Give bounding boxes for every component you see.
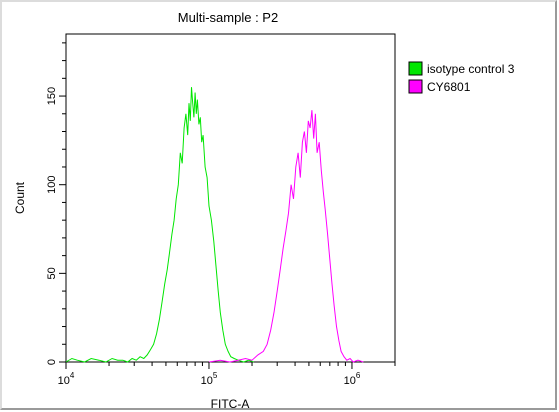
plot-frame <box>65 33 396 363</box>
chart-title: Multi-sample : P2 <box>178 10 278 25</box>
y-axis-ticks: 0 50 100 150 <box>46 42 66 365</box>
legend-label-2: CY6801 <box>427 80 471 94</box>
y-tick-label-2: 50 <box>46 267 58 279</box>
x-axis-ticks: 104 105 106 <box>58 362 396 387</box>
x-axis-label: FITC-A <box>211 397 250 411</box>
series-line-1 <box>65 87 254 363</box>
legend-swatch-2 <box>408 79 423 94</box>
series-layer <box>65 87 364 363</box>
series-line-2 <box>208 110 364 363</box>
y-tick-label-3: 100 <box>46 176 58 194</box>
y-tick-label-4: 150 <box>46 87 58 105</box>
y-axis-label: Count <box>13 181 27 214</box>
x-tick-label-2: 105 <box>201 371 218 387</box>
legend: isotype control 3 CY6801 <box>408 61 515 94</box>
plot-area: 104 105 106 0 50 100 150 <box>46 33 396 387</box>
x-tick-label-3: 106 <box>344 371 361 387</box>
y-tick-label-1: 0 <box>46 359 58 365</box>
x-tick-label-1: 104 <box>58 371 75 387</box>
legend-swatch-1 <box>408 61 423 76</box>
legend-label-1: isotype control 3 <box>427 62 515 76</box>
